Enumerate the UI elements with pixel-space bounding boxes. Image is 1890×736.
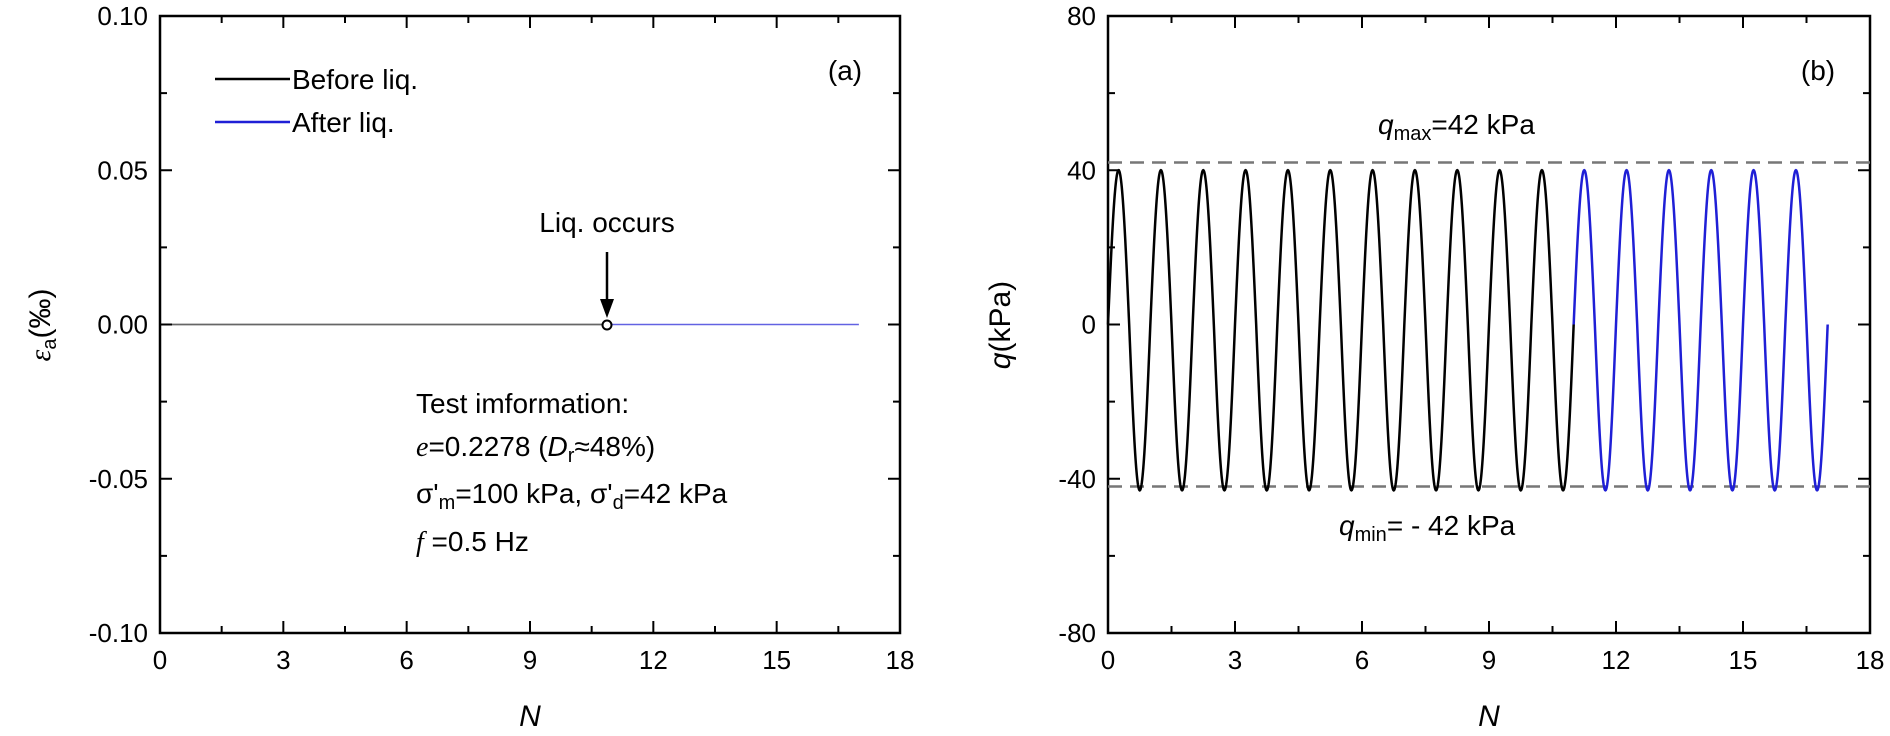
panel-a-strain-chart: 0 3 6 9 12 15 18 -0.10 -0.05 0.00 0.05 0.10 (a) Bef…	[24, 1, 914, 733]
x-tick-label: 3	[1228, 645, 1242, 675]
annotation-liq-occurs: Liq. occurs	[539, 207, 674, 238]
y-tick-label: 40	[1067, 155, 1096, 185]
qmax-label: qmax=42 kPa	[1378, 109, 1535, 145]
y-tick-label: 80	[1067, 1, 1096, 31]
panel-a-ticks: 0 3 6 9 12 15 18 -0.10 -0.05 0.00 0.05 0.10	[89, 1, 915, 675]
panel-b-deviator-stress-chart: 0 3 6 9 12 15 18 -80 -40 0 40 80 (b) qmax=42 kPa qm…	[984, 1, 1884, 733]
info-void-ratio: e=0.2278 (Dr≈48%)	[416, 431, 655, 467]
x-tick-label: 18	[1856, 645, 1885, 675]
x-tick-label: 0	[1101, 645, 1115, 675]
y-tick-label: -80	[1058, 618, 1096, 648]
x-tick-label: 0	[153, 645, 167, 675]
y-tick-label: -0.05	[89, 464, 148, 494]
panel-a-label: (a)	[828, 55, 862, 86]
legend-label-after: After liq.	[292, 107, 395, 138]
x-tick-label: 12	[639, 645, 668, 675]
liquefaction-point-marker	[601, 319, 613, 331]
y-tick-label: 0.05	[97, 155, 148, 185]
x-tick-label: 15	[1729, 645, 1758, 675]
info-frequency: f =0.5 Hz	[416, 526, 529, 558]
x-tick-label: 15	[762, 645, 791, 675]
info-title: Test imformation:	[416, 388, 629, 419]
panel-b-series	[1106, 168, 1829, 492]
qmin-label: qmin= - 42 kPa	[1339, 510, 1516, 546]
y-tick-label: 0	[1082, 310, 1096, 340]
liquefaction-annotation: Liq. occurs	[539, 207, 675, 331]
x-tick-label: 9	[523, 645, 537, 675]
series-line-before-liq	[1106, 168, 1575, 492]
panel-a-x-axis-title: N	[519, 700, 541, 733]
x-tick-label: 9	[1482, 645, 1496, 675]
x-tick-label: 6	[399, 645, 413, 675]
info-stress: σ'm=100 kPa, σ'd=42 kPa	[416, 478, 728, 514]
x-tick-label: 6	[1355, 645, 1369, 675]
panel-b-reference-lines	[1108, 161, 1870, 488]
y-tick-label: -40	[1058, 464, 1096, 494]
x-tick-label: 3	[276, 645, 290, 675]
legend-label-before: Before liq.	[292, 64, 418, 95]
annotation-arrow-head	[600, 299, 614, 318]
panel-b-ticks: 0 3 6 9 12 15 18 -80 -40 0 40 80	[1058, 1, 1884, 675]
y-tick-label: -0.10	[89, 618, 148, 648]
x-tick-label: 18	[886, 645, 915, 675]
panel-b-x-axis-title: N	[1478, 700, 1500, 733]
x-tick-label: 12	[1602, 645, 1631, 675]
panel-a-y-axis-title: εa(‰)	[24, 289, 61, 362]
panel-b-y-axis-title: q(kPa)	[984, 281, 1017, 369]
panel-b-label: (b)	[1801, 55, 1835, 86]
y-tick-label: 0.10	[97, 1, 148, 31]
y-tick-label: 0.00	[97, 310, 148, 340]
test-information-block: Test imformation: e=0.2278 (Dr≈48%) σ'm=…	[416, 388, 728, 558]
panel-a-legend: Before liq. After liq.	[215, 64, 418, 138]
series-line-after-liq	[1572, 168, 1829, 492]
